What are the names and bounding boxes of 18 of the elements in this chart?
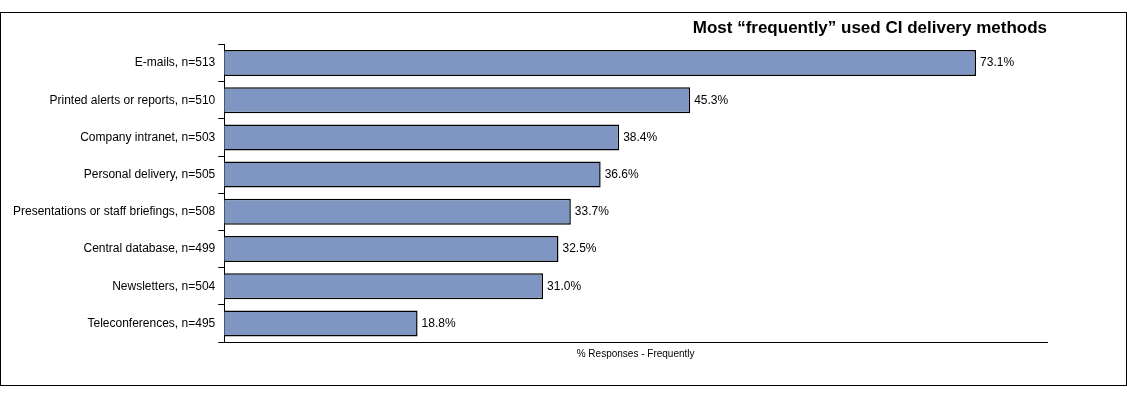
data-label: 18.8%: [421, 315, 456, 330]
y-tick-label: Personal delivery, n=505: [83, 166, 216, 181]
data-label: 32.5%: [562, 241, 597, 256]
y-tick-label: Newsletters, n=504: [112, 278, 216, 293]
chart-title: Most “frequently” used CI delivery methods: [692, 17, 1047, 37]
y-tick-label: Company intranet, n=503: [80, 129, 216, 144]
data-label: 33.7%: [574, 204, 610, 219]
data-label: 38.4%: [623, 129, 658, 144]
y-tick-label: Printed alerts or reports, n=510: [49, 92, 216, 107]
y-tick-label: Teleconferences, n=495: [87, 315, 216, 330]
data-label: 31.0%: [547, 278, 582, 293]
data-label: 73.1%: [980, 55, 1015, 70]
y-tick-label: Presentations or staff briefings, n=508: [12, 204, 216, 219]
data-label: 45.3%: [694, 92, 729, 107]
data-label: 36.6%: [604, 166, 640, 181]
y-tick-label: E-mails, n=513: [134, 55, 216, 70]
x-axis-title: % Responses - Frequently: [576, 347, 695, 359]
y-tick-label: Central database, n=499: [83, 241, 216, 256]
